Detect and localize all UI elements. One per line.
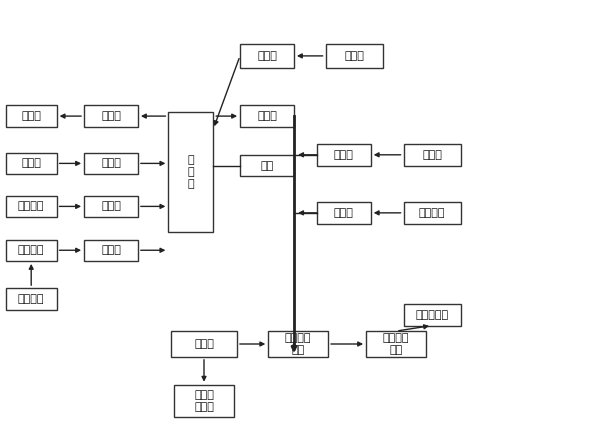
- Text: 空白溶液: 空白溶液: [18, 294, 44, 304]
- Text: 发光试剂: 发光试剂: [419, 208, 445, 218]
- Text: 显示、存储: 显示、存储: [415, 310, 449, 320]
- Text: 蠕动泵: 蠕动泵: [101, 245, 121, 255]
- Bar: [240, 44, 294, 68]
- Bar: [84, 153, 138, 174]
- Text: 数据处理
装置: 数据处理 装置: [383, 333, 409, 355]
- Text: 洗脱液: 洗脱液: [344, 51, 364, 61]
- Bar: [404, 144, 461, 166]
- Bar: [5, 153, 57, 174]
- Text: 缓冲溶液: 缓冲溶液: [18, 201, 44, 212]
- Bar: [268, 331, 328, 357]
- Bar: [5, 105, 57, 127]
- Text: 富
集
室: 富 集 室: [187, 155, 194, 189]
- Bar: [325, 44, 383, 68]
- Text: 蠕动泵: 蠕动泵: [257, 51, 277, 61]
- Text: 光电探测
装置: 光电探测 装置: [285, 333, 311, 355]
- Bar: [240, 155, 294, 176]
- Text: 蠕动泵: 蠕动泵: [334, 150, 354, 160]
- Bar: [5, 288, 57, 310]
- Bar: [366, 331, 426, 357]
- Bar: [84, 240, 138, 261]
- Text: 检测室: 检测室: [194, 339, 214, 349]
- Text: 氧化剂: 氧化剂: [21, 158, 41, 169]
- Bar: [240, 105, 294, 127]
- Bar: [404, 304, 461, 326]
- Text: 氮气: 氮气: [260, 160, 274, 171]
- Text: 废液收
集　器: 废液收 集 器: [194, 390, 214, 412]
- Text: 蠕动泵: 蠕动泵: [257, 111, 277, 121]
- Text: 蠕动泵: 蠕动泵: [101, 158, 121, 169]
- Bar: [5, 240, 57, 261]
- Bar: [174, 384, 234, 417]
- Bar: [171, 331, 237, 357]
- Bar: [5, 196, 57, 217]
- Text: 蠕动泵: 蠕动泵: [334, 208, 354, 218]
- Text: 蠕动泵: 蠕动泵: [101, 111, 121, 121]
- Bar: [317, 202, 371, 224]
- Text: 富集液: 富集液: [21, 111, 41, 121]
- Bar: [84, 105, 138, 127]
- Bar: [404, 202, 461, 224]
- Bar: [168, 112, 214, 232]
- Bar: [317, 144, 371, 166]
- Bar: [84, 196, 138, 217]
- Text: 络合剂: 络合剂: [422, 150, 442, 160]
- Text: 蠕动泵: 蠕动泵: [101, 201, 121, 212]
- Text: 样品溶液: 样品溶液: [18, 245, 44, 255]
